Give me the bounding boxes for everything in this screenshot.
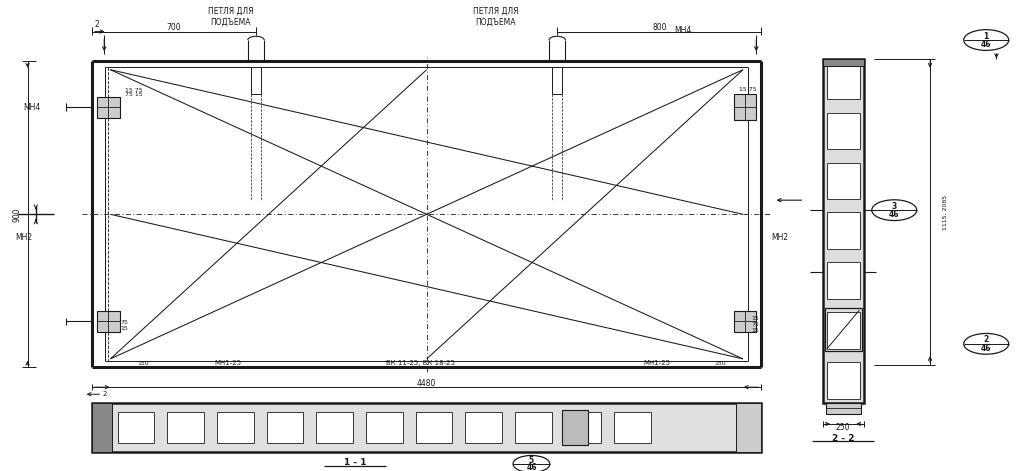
Bar (366, 412, 403, 443)
Bar (564, 412, 601, 443)
Text: 15: 15 (751, 328, 759, 333)
Bar (827, 212, 860, 249)
Bar (465, 412, 502, 443)
Text: 800: 800 (652, 23, 666, 32)
Text: 46: 46 (981, 40, 991, 49)
Text: 15 75: 15 75 (125, 89, 142, 93)
Bar (316, 412, 353, 443)
Bar (827, 362, 860, 399)
Bar (734, 311, 756, 332)
Bar (416, 412, 453, 443)
Text: 1: 1 (983, 32, 989, 41)
Text: МН1-25: МН1-25 (644, 360, 670, 365)
Text: 5: 5 (528, 456, 535, 465)
Text: 1115, 2085: 1115, 2085 (943, 195, 947, 229)
Text: 2: 2 (102, 391, 106, 397)
Bar (97, 311, 120, 332)
Text: ПЕТЛЯ ДЛЯ
ПОДЪЕМА: ПЕТЛЯ ДЛЯ ПОДЪЕМА (473, 7, 518, 26)
Bar (827, 63, 860, 99)
Text: МН1-25: МН1-25 (215, 360, 241, 365)
Text: МН4: МН4 (24, 103, 41, 112)
Text: МН4: МН4 (675, 26, 692, 35)
Text: 46: 46 (526, 463, 537, 471)
Text: 700: 700 (167, 23, 181, 32)
Bar (825, 308, 862, 351)
Text: 900: 900 (13, 207, 21, 222)
Text: 46: 46 (889, 210, 899, 219)
Text: 2: 2 (95, 20, 99, 30)
Bar (823, 59, 864, 66)
Bar (97, 97, 120, 118)
Bar (168, 412, 204, 443)
Text: 150: 150 (137, 361, 149, 366)
Text: МН2: МН2 (15, 233, 33, 243)
Text: 3: 3 (891, 202, 897, 211)
Bar (118, 412, 154, 443)
Bar (267, 412, 304, 443)
Bar (736, 403, 761, 452)
Text: 75: 75 (751, 322, 759, 327)
Text: 46: 46 (981, 344, 991, 353)
Text: 4480: 4480 (417, 379, 436, 389)
Bar (827, 262, 860, 299)
Text: 2 - 2: 2 - 2 (832, 433, 854, 443)
Bar (92, 403, 761, 452)
Bar (734, 94, 756, 120)
Bar (562, 410, 588, 445)
Bar (826, 403, 861, 414)
Bar (217, 412, 253, 443)
Text: 1 - 1: 1 - 1 (343, 458, 367, 467)
Text: 75 15: 75 15 (125, 92, 142, 97)
Text: 15 75: 15 75 (739, 88, 756, 92)
Bar (92, 403, 112, 452)
Bar (823, 59, 864, 403)
Text: 2: 2 (983, 335, 989, 344)
Bar (827, 113, 860, 149)
Text: ВК 11-25; ВК 18-25: ВК 11-25; ВК 18-25 (386, 360, 455, 365)
Text: 15: 15 (121, 326, 129, 331)
Bar (614, 412, 651, 443)
Text: 75: 75 (121, 320, 129, 325)
Text: 250: 250 (836, 422, 850, 432)
Text: МН2: МН2 (772, 233, 789, 243)
Text: 150: 150 (714, 361, 727, 366)
Text: 15: 15 (751, 317, 759, 321)
Bar (827, 162, 860, 199)
Bar (515, 412, 552, 443)
Bar (827, 312, 860, 349)
Text: ПЕТЛЯ ДЛЯ
ПОДЪЕМА: ПЕТЛЯ ДЛЯ ПОДЪЕМА (207, 7, 253, 26)
